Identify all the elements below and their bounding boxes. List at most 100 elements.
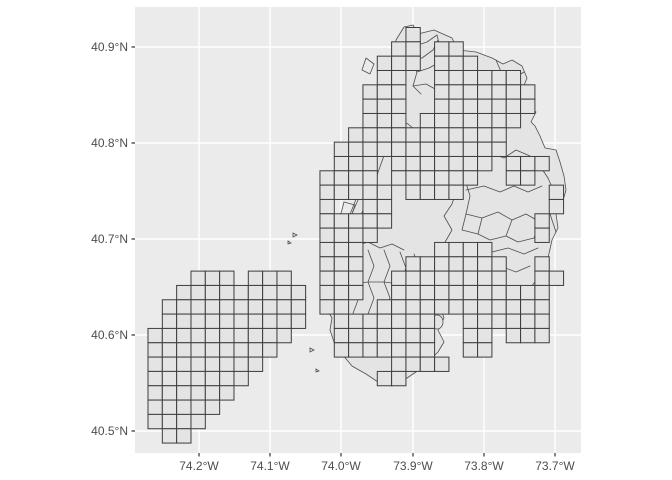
grid-cell	[176, 428, 192, 444]
grid-cell	[491, 84, 507, 100]
grid-cell	[491, 299, 507, 315]
grid-cell	[477, 284, 493, 301]
grid-cell	[161, 428, 178, 444]
grid-cell	[520, 84, 536, 100]
grid-cell	[247, 284, 264, 301]
grid-cell	[333, 184, 350, 200]
grid-cell	[434, 41, 450, 57]
grid-cell	[419, 170, 436, 186]
x-tick-label: 74.0°W	[321, 459, 361, 473]
grid-cell	[434, 356, 450, 372]
grid-cell	[477, 127, 493, 143]
grid-cell	[534, 213, 550, 229]
grid-cell	[176, 342, 192, 358]
y-tick-label: 40.5°N	[91, 424, 128, 438]
grid-cell	[262, 342, 278, 358]
grid-cell	[319, 198, 335, 215]
grid-cell	[520, 98, 536, 114]
grid-cell	[405, 127, 421, 143]
grid-cell	[405, 27, 421, 43]
grid-cell	[505, 155, 522, 172]
grid-cell	[362, 155, 378, 172]
grid-cell	[391, 356, 407, 372]
grid-cell	[505, 98, 522, 114]
grid-cell	[376, 55, 393, 71]
grid-cell	[376, 198, 393, 215]
grid-cell	[405, 313, 421, 329]
grid-cell	[319, 284, 335, 301]
grid-cell	[233, 327, 249, 344]
grid-cell	[147, 385, 163, 401]
grid-cell	[233, 313, 249, 329]
grid-cell	[534, 155, 550, 172]
islet	[292, 232, 298, 238]
grid-cell	[477, 84, 493, 100]
grid-cell	[434, 284, 450, 301]
grid-cell	[319, 184, 335, 200]
grid-cell	[376, 98, 393, 114]
grid-cell	[419, 184, 436, 200]
grid-cell	[391, 84, 407, 100]
grid-cell	[290, 299, 307, 315]
grid-cell	[219, 370, 235, 387]
grid-cell	[405, 342, 421, 358]
grid-cell	[391, 370, 407, 387]
grid-cell	[190, 356, 206, 372]
grid-cell	[462, 127, 479, 143]
grid-cell	[505, 69, 522, 86]
grid-cell	[477, 112, 493, 129]
grid-cell	[233, 356, 249, 372]
grid-cell	[434, 256, 450, 272]
grid-cell	[448, 112, 464, 129]
grid-cell	[319, 256, 335, 272]
grid-cell	[405, 327, 421, 344]
grid-cell	[405, 184, 421, 200]
grid-cell	[391, 270, 407, 286]
grid-cell	[204, 284, 221, 301]
x-tick-label: 73.7°W	[535, 459, 575, 473]
grid-cell	[477, 270, 493, 286]
grid-cell	[333, 213, 350, 229]
grid-cell	[434, 84, 450, 100]
grid-cell	[405, 155, 421, 172]
grid-cell	[348, 270, 364, 286]
grid-cell	[161, 299, 178, 315]
islet	[315, 368, 320, 373]
grid-cell	[462, 69, 479, 86]
grid-cell	[434, 299, 450, 315]
grid-cell	[147, 370, 163, 387]
grid-cell	[362, 227, 378, 243]
grid-cell	[333, 141, 350, 157]
grid-cell	[376, 313, 393, 329]
y-axis-labels: 40.9°N 40.8°N 40.7°N 40.6°N 40.5°N	[91, 40, 128, 438]
grid-cell	[477, 69, 493, 86]
grid-cell	[391, 112, 407, 129]
grid-cell	[462, 284, 479, 301]
grid-cell	[161, 413, 178, 430]
grid-cell	[448, 184, 464, 200]
grid-cell	[391, 155, 407, 172]
grid-cell	[362, 98, 378, 114]
grid-cell	[376, 342, 393, 358]
grid-cell	[391, 98, 407, 114]
grid-cell	[290, 313, 307, 329]
grid-cell	[448, 98, 464, 114]
grid-cell	[247, 356, 264, 372]
grid-cell	[333, 256, 350, 272]
grid-cell	[548, 270, 565, 286]
grid-cell	[176, 385, 192, 401]
grid-cell	[290, 284, 307, 301]
grid-cell	[276, 270, 292, 286]
grid-cell	[333, 227, 350, 243]
grid-cell	[448, 270, 464, 286]
grid-cell	[491, 127, 507, 143]
grid-cell	[376, 327, 393, 344]
grid-cell	[448, 256, 464, 272]
grid-cell	[190, 299, 206, 315]
grid-cells	[147, 27, 565, 444]
grid-cell	[491, 256, 507, 272]
grid-cell	[176, 327, 192, 344]
grid-cell	[391, 342, 407, 358]
grid-cell	[333, 313, 350, 329]
grid-cell	[348, 141, 364, 157]
